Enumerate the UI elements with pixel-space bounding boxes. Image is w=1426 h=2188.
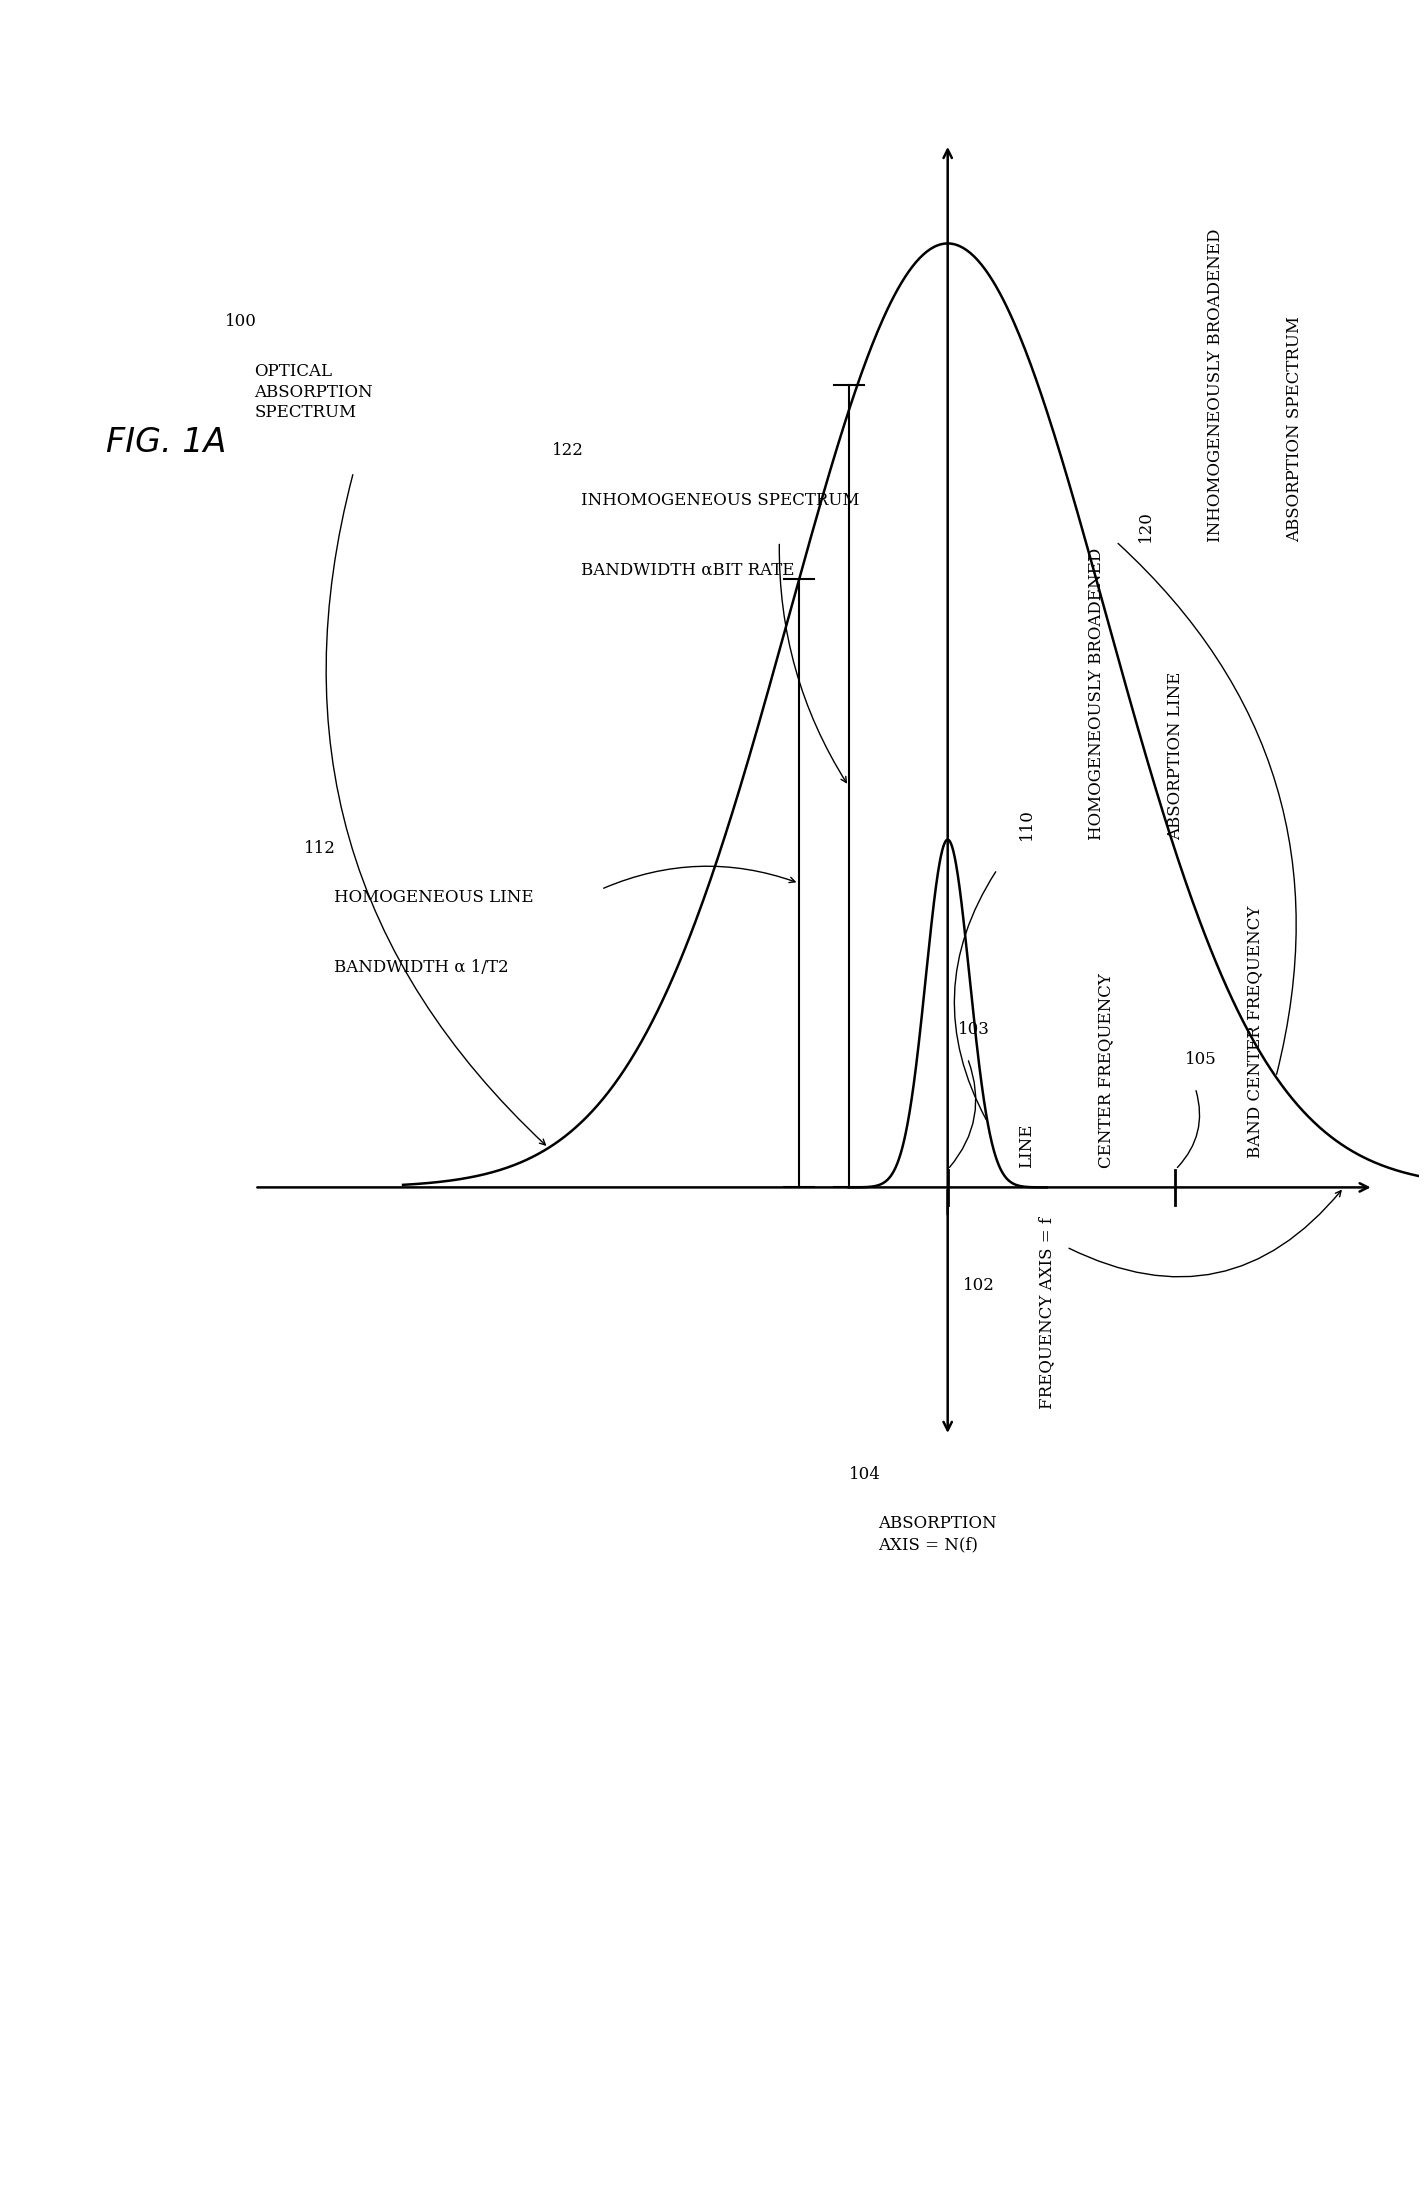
- Text: 105: 105: [1185, 1050, 1218, 1068]
- Text: HOMOGENEOUS LINE: HOMOGENEOUS LINE: [334, 888, 533, 906]
- Text: 112: 112: [304, 840, 337, 858]
- Text: 104: 104: [848, 1466, 880, 1483]
- Text: BAND CENTER FREQUENCY: BAND CENTER FREQUENCY: [1246, 906, 1263, 1157]
- Text: CENTER FREQUENCY: CENTER FREQUENCY: [1098, 974, 1115, 1168]
- Text: FREQUENCY AXIS = f: FREQUENCY AXIS = f: [1038, 1217, 1055, 1409]
- Text: 110: 110: [1018, 807, 1035, 840]
- Text: INHOMOGENEOUS SPECTRUM: INHOMOGENEOUS SPECTRUM: [582, 492, 860, 510]
- Text: ABSORPTION LINE: ABSORPTION LINE: [1166, 672, 1184, 840]
- Text: BANDWIDTH α 1/T2: BANDWIDTH α 1/T2: [334, 958, 508, 976]
- Text: HOMOGENEOUSLY BROADENED: HOMOGENEOUSLY BROADENED: [1088, 547, 1105, 840]
- Text: 102: 102: [963, 1278, 994, 1293]
- Text: 120: 120: [1138, 510, 1154, 540]
- Text: ABSORPTION
AXIS = N(f): ABSORPTION AXIS = N(f): [878, 1516, 997, 1553]
- Text: INHOMOGENEOUSLY BROADENED: INHOMOGENEOUSLY BROADENED: [1206, 228, 1224, 540]
- Text: 100: 100: [225, 313, 257, 330]
- Text: OPTICAL
ABSORPTION
SPECTRUM: OPTICAL ABSORPTION SPECTRUM: [254, 363, 374, 422]
- Text: BANDWIDTH αBIT RATE: BANDWIDTH αBIT RATE: [582, 562, 794, 578]
- Text: ABSORPTION SPECTRUM: ABSORPTION SPECTRUM: [1286, 315, 1303, 540]
- Text: FIG. 1A: FIG. 1A: [106, 427, 227, 459]
- Text: LINE: LINE: [1018, 1122, 1035, 1168]
- Text: 103: 103: [958, 1022, 990, 1039]
- Text: 122: 122: [552, 442, 583, 459]
